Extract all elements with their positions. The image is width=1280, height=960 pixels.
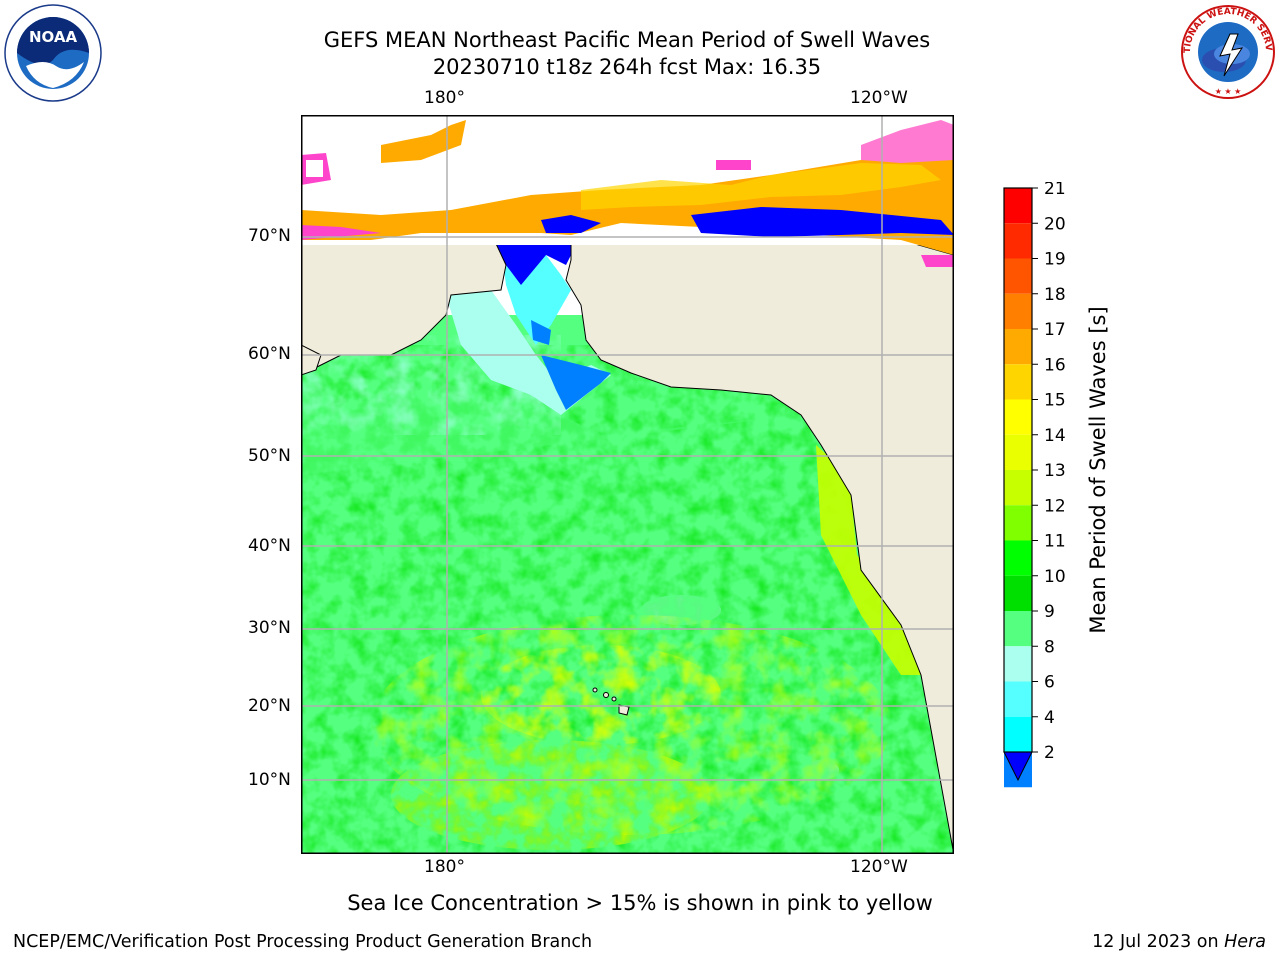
- lon-label-top-180: 180°: [424, 88, 465, 108]
- colorbar-segment: [1004, 646, 1032, 682]
- lat-label-50n: 50°N: [248, 446, 291, 466]
- colorbar-segment: [1004, 470, 1032, 506]
- colorbar-tick-label: 21: [1044, 182, 1066, 199]
- lat-label-30n: 30°N: [248, 618, 291, 638]
- colorbar-tick-label: 11: [1044, 532, 1066, 552]
- colorbar-label: Mean Period of Swell Waves [s]: [1086, 306, 1110, 634]
- footer-machine: Hera: [1224, 932, 1266, 952]
- colorbar-segment: [1004, 223, 1032, 259]
- colorbar-tick-label: 10: [1044, 567, 1066, 587]
- lat-label-40n: 40°N: [248, 536, 291, 556]
- colorbar-tick-label: 4: [1044, 708, 1055, 728]
- map-gridlines: [301, 115, 954, 854]
- lon-label-bottom-120w: 120°W: [850, 857, 908, 877]
- colorbar-tick-label: 6: [1044, 673, 1055, 693]
- colorbar-segment: [1004, 188, 1032, 224]
- footer-date: 12 Jul 2023 on Hera: [1092, 932, 1266, 952]
- colorbar-tick-label: 12: [1044, 496, 1066, 516]
- chart-title: GEFS MEAN Northeast Pacific Mean Period …: [323, 28, 931, 52]
- colorbar-segment: [1004, 540, 1032, 576]
- colorbar-tick-label: 13: [1044, 461, 1066, 481]
- footer-date-text: 12 Jul 2023 on: [1092, 932, 1225, 952]
- colorbar-segment: [1004, 611, 1032, 647]
- colorbar-tick-label: 9: [1044, 602, 1055, 622]
- colorbar-segment: [1004, 293, 1032, 329]
- colorbar-tick-label: 15: [1044, 391, 1066, 411]
- lat-label-60n: 60°N: [248, 344, 291, 364]
- lat-label-70n: 70°N: [248, 226, 291, 246]
- colorbar-segment: [1004, 329, 1032, 365]
- colorbar-segment: [1004, 681, 1032, 717]
- colorbar-tick-label: 19: [1044, 250, 1066, 270]
- noaa-logo-text: NOAA: [29, 28, 78, 46]
- colorbar: 21 20 19 18 17 16 15 14 13 12 11 10 9 8 6 4 2: [996, 179, 1146, 792]
- lat-label-10n: 10°N: [248, 770, 291, 790]
- sea-ice-caption: Sea Ice Concentration > 15% is shown in …: [347, 891, 933, 915]
- noaa-logo: NOAA: [4, 4, 102, 102]
- lon-label-top-120w: 120°W: [850, 88, 908, 108]
- colorbar-segment: [1004, 505, 1032, 541]
- map-border: [301, 115, 954, 854]
- colorbar-segment: [1004, 716, 1032, 752]
- colorbar-tick-label: 17: [1044, 320, 1066, 340]
- colorbar-tick-label: 14: [1044, 426, 1066, 446]
- colorbar-segment: [1004, 434, 1032, 470]
- lon-label-bottom-180: 180°: [424, 857, 465, 877]
- colorbar-segment: [1004, 399, 1032, 435]
- colorbar-segment: [1004, 258, 1032, 294]
- colorbar-tick-label: 16: [1044, 355, 1066, 375]
- colorbar-tick-label: 2: [1044, 743, 1055, 763]
- colorbar-tick-label: 18: [1044, 285, 1066, 305]
- footer-credit: NCEP/EMC/Verification Post Processing Pr…: [13, 932, 593, 952]
- svg-text:★ ★ ★: ★ ★ ★: [1215, 87, 1242, 96]
- nws-logo: NATIONAL WEATHER SERVICE ★ ★ ★: [1176, 0, 1276, 100]
- colorbar-tick-label: 8: [1044, 637, 1055, 657]
- colorbar-segment: [1004, 575, 1032, 611]
- swell-period-map: [300, 115, 955, 856]
- colorbar-tick-label: 20: [1044, 214, 1066, 234]
- lat-label-20n: 20°N: [248, 696, 291, 716]
- colorbar-segment: [1004, 364, 1032, 400]
- sea-ice: [301, 115, 954, 267]
- chart-subtitle: 20230710 t18z 264h fcst Max: 16.35: [432, 55, 822, 79]
